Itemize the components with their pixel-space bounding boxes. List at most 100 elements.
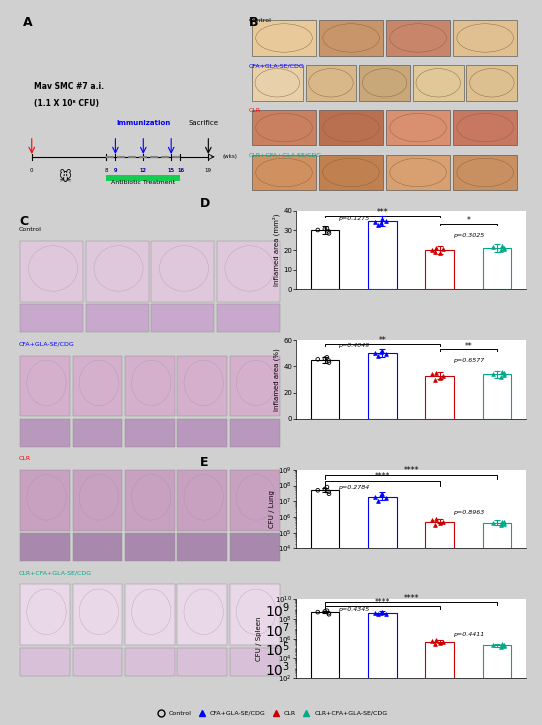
Point xyxy=(377,606,386,618)
Point xyxy=(432,242,441,254)
Ellipse shape xyxy=(323,113,379,142)
Point xyxy=(320,605,329,617)
Point xyxy=(371,608,379,619)
Point xyxy=(324,486,333,497)
Text: *: * xyxy=(467,216,470,225)
Ellipse shape xyxy=(27,475,66,520)
Point xyxy=(500,244,508,255)
Point xyxy=(320,484,329,495)
Point xyxy=(377,488,386,500)
Ellipse shape xyxy=(225,246,274,291)
FancyBboxPatch shape xyxy=(230,647,280,676)
Bar xyxy=(483,645,512,725)
Ellipse shape xyxy=(323,24,379,52)
Bar xyxy=(311,360,339,419)
Point xyxy=(377,347,385,358)
Ellipse shape xyxy=(79,360,119,406)
FancyBboxPatch shape xyxy=(453,110,517,146)
Text: CFA+GLA-SE/CDG: CFA+GLA-SE/CDG xyxy=(249,63,305,68)
Point xyxy=(436,247,444,259)
Ellipse shape xyxy=(236,475,276,520)
FancyBboxPatch shape xyxy=(20,647,70,676)
Text: CLR: CLR xyxy=(19,456,31,461)
Ellipse shape xyxy=(236,360,276,406)
FancyBboxPatch shape xyxy=(20,304,83,332)
Text: ***: *** xyxy=(377,208,388,218)
Bar xyxy=(311,612,339,725)
Bar xyxy=(368,497,397,725)
Point xyxy=(373,219,382,231)
FancyBboxPatch shape xyxy=(20,470,70,531)
FancyBboxPatch shape xyxy=(386,20,450,56)
FancyBboxPatch shape xyxy=(125,355,175,416)
Ellipse shape xyxy=(323,158,379,186)
FancyBboxPatch shape xyxy=(86,304,149,332)
Ellipse shape xyxy=(255,69,300,97)
FancyBboxPatch shape xyxy=(413,65,463,101)
FancyBboxPatch shape xyxy=(386,110,450,146)
Ellipse shape xyxy=(390,24,447,52)
Point xyxy=(436,637,444,648)
Text: CLR+CFA+GLA-SE/CDG: CLR+CFA+GLA-SE/CDG xyxy=(19,571,92,576)
Bar xyxy=(425,376,454,419)
Ellipse shape xyxy=(309,69,353,97)
Y-axis label: CFU / Lung: CFU / Lung xyxy=(269,490,275,528)
Bar xyxy=(483,374,512,419)
Text: **: ** xyxy=(378,336,386,345)
Legend: Control, CFA+GLA-SE/CDG, CLR, CLR+CFA+GLA-SE/CDG: Control, CFA+GLA-SE/CDG, CLR, CLR+CFA+GL… xyxy=(152,708,390,718)
Point xyxy=(439,636,448,647)
Point xyxy=(428,635,437,647)
Ellipse shape xyxy=(256,113,312,142)
Point xyxy=(428,244,437,256)
Text: ****: **** xyxy=(375,472,390,481)
FancyBboxPatch shape xyxy=(359,65,410,101)
FancyBboxPatch shape xyxy=(319,110,383,146)
Text: (1.1 X 10⁸ CFU): (1.1 X 10⁸ CFU) xyxy=(34,99,99,108)
FancyBboxPatch shape xyxy=(230,470,280,531)
FancyBboxPatch shape xyxy=(230,533,280,561)
Ellipse shape xyxy=(236,589,276,634)
Point xyxy=(373,350,382,362)
FancyBboxPatch shape xyxy=(177,355,227,416)
Point xyxy=(489,639,498,651)
Text: CFA+GLA-SE/CDG: CFA+GLA-SE/CDG xyxy=(19,341,75,347)
Point xyxy=(377,489,385,501)
FancyBboxPatch shape xyxy=(252,154,316,190)
Ellipse shape xyxy=(27,589,66,634)
FancyBboxPatch shape xyxy=(230,418,280,447)
Point xyxy=(498,516,506,528)
Point xyxy=(325,228,333,239)
Point xyxy=(432,634,441,646)
Ellipse shape xyxy=(256,24,312,52)
Ellipse shape xyxy=(184,589,223,634)
Text: ****: **** xyxy=(375,598,390,607)
Ellipse shape xyxy=(184,360,223,406)
Point xyxy=(500,639,508,650)
FancyBboxPatch shape xyxy=(453,154,517,190)
Point xyxy=(500,368,508,379)
FancyBboxPatch shape xyxy=(73,647,122,676)
Text: p=0.2784: p=0.2784 xyxy=(338,485,369,489)
Ellipse shape xyxy=(457,113,513,142)
Ellipse shape xyxy=(457,24,513,52)
FancyBboxPatch shape xyxy=(453,20,517,56)
FancyBboxPatch shape xyxy=(20,533,70,561)
Bar xyxy=(368,220,397,289)
Point xyxy=(489,368,498,380)
Text: B: B xyxy=(249,17,259,30)
Point xyxy=(320,353,329,365)
Ellipse shape xyxy=(132,360,171,406)
Ellipse shape xyxy=(184,475,223,520)
Bar xyxy=(368,613,397,725)
Point xyxy=(382,348,390,360)
FancyBboxPatch shape xyxy=(151,304,214,332)
FancyBboxPatch shape xyxy=(151,241,214,302)
Point xyxy=(324,225,333,237)
Point xyxy=(313,606,322,618)
FancyBboxPatch shape xyxy=(20,355,70,416)
Text: p=0.4049: p=0.4049 xyxy=(338,343,369,348)
Ellipse shape xyxy=(27,360,66,406)
Point xyxy=(373,608,382,620)
Ellipse shape xyxy=(132,475,171,520)
Text: p=0.4345: p=0.4345 xyxy=(338,607,369,612)
